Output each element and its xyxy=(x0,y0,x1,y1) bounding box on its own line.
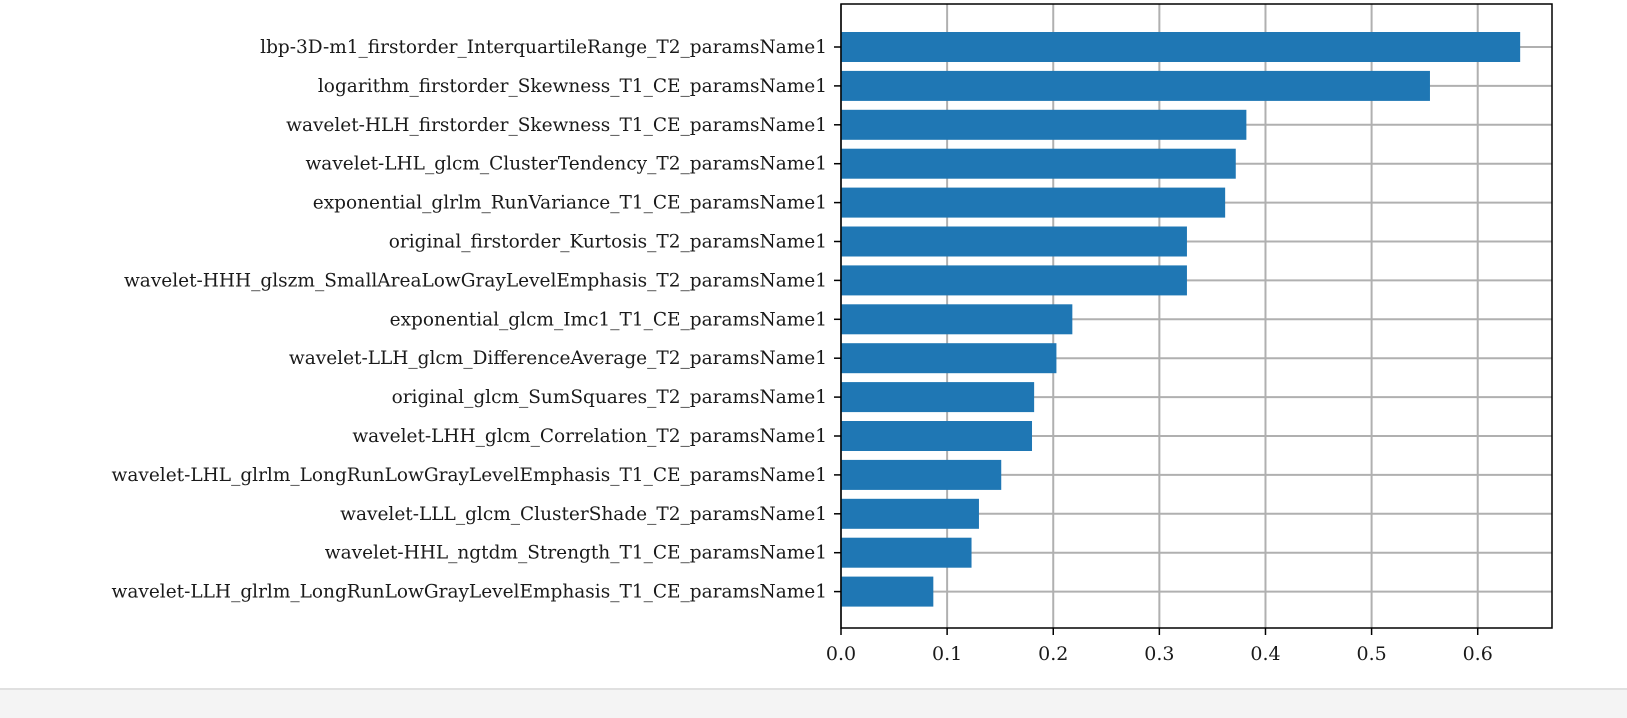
category-label: wavelet-LLH_glcm_DifferenceAverage_T2_pa… xyxy=(289,348,827,369)
category-label: wavelet-LLL_glcm_ClusterShade_T2_paramsN… xyxy=(340,504,827,525)
bar xyxy=(841,576,934,607)
category-label: exponential_glrlm_RunVariance_T1_CE_para… xyxy=(313,193,827,214)
bar xyxy=(841,421,1033,451)
x-tick-label: 0.5 xyxy=(1356,643,1386,665)
bar xyxy=(841,148,1236,179)
category-label: logarithm_firstorder_Skewness_T1_CE_para… xyxy=(318,76,827,97)
category-label: original_glcm_SumSquares_T2_paramsName1 xyxy=(392,387,827,408)
category-label: original_firstorder_Kurtosis_T2_paramsNa… xyxy=(389,232,827,253)
category-label: wavelet-LHL_glcm_ClusterTendency_T2_para… xyxy=(305,154,827,175)
bar xyxy=(841,226,1187,257)
category-labels: lbp-3D-m1_firstorder_InterquartileRange_… xyxy=(112,37,841,603)
bar xyxy=(841,498,979,529)
bar xyxy=(841,343,1057,374)
x-tick-label: 0.2 xyxy=(1038,643,1068,665)
x-tick-label: 0.0 xyxy=(826,643,856,665)
bar xyxy=(841,187,1226,218)
bar xyxy=(841,265,1187,296)
x-tick-label: 0.1 xyxy=(932,643,962,665)
category-label: exponential_glcm_Imc1_T1_CE_paramsName1 xyxy=(390,309,827,330)
bar xyxy=(841,304,1073,335)
bar xyxy=(841,109,1247,140)
x-tick-label: 0.6 xyxy=(1463,643,1493,665)
x-tick-label: 0.3 xyxy=(1144,643,1174,665)
category-label: lbp-3D-m1_firstorder_InterquartileRange_… xyxy=(260,37,827,58)
x-tick-label: 0.4 xyxy=(1250,643,1280,665)
category-label: wavelet-HLH_firstorder_Skewness_T1_CE_pa… xyxy=(286,115,827,136)
bars xyxy=(841,32,1521,607)
x-tick-labels: 0.0 0.1 0.2 0.3 0.4 0.5 0.6 xyxy=(826,628,1493,665)
bar xyxy=(841,70,1430,101)
category-label: wavelet-HHH_glszm_SmallAreaLowGrayLevelE… xyxy=(124,270,827,291)
plot-frame xyxy=(840,3,1553,629)
category-label: wavelet-HHL_ngtdm_Strength_T1_CE_paramsN… xyxy=(325,543,827,564)
bar xyxy=(841,537,972,568)
bottom-strip xyxy=(0,688,1627,718)
category-label: wavelet-LHH_glcm_Correlation_T2_paramsNa… xyxy=(352,426,827,447)
bar xyxy=(841,382,1035,413)
feature-importance-chart: lbp-3D-m1_firstorder_InterquartileRange_… xyxy=(112,3,1553,665)
category-label: wavelet-LHL_glrlm_LongRunLowGrayLevelEmp… xyxy=(112,465,827,486)
bar xyxy=(841,32,1521,62)
bar xyxy=(841,459,1002,490)
category-label: wavelet-LLH_glrlm_LongRunLowGrayLevelEmp… xyxy=(112,582,827,603)
